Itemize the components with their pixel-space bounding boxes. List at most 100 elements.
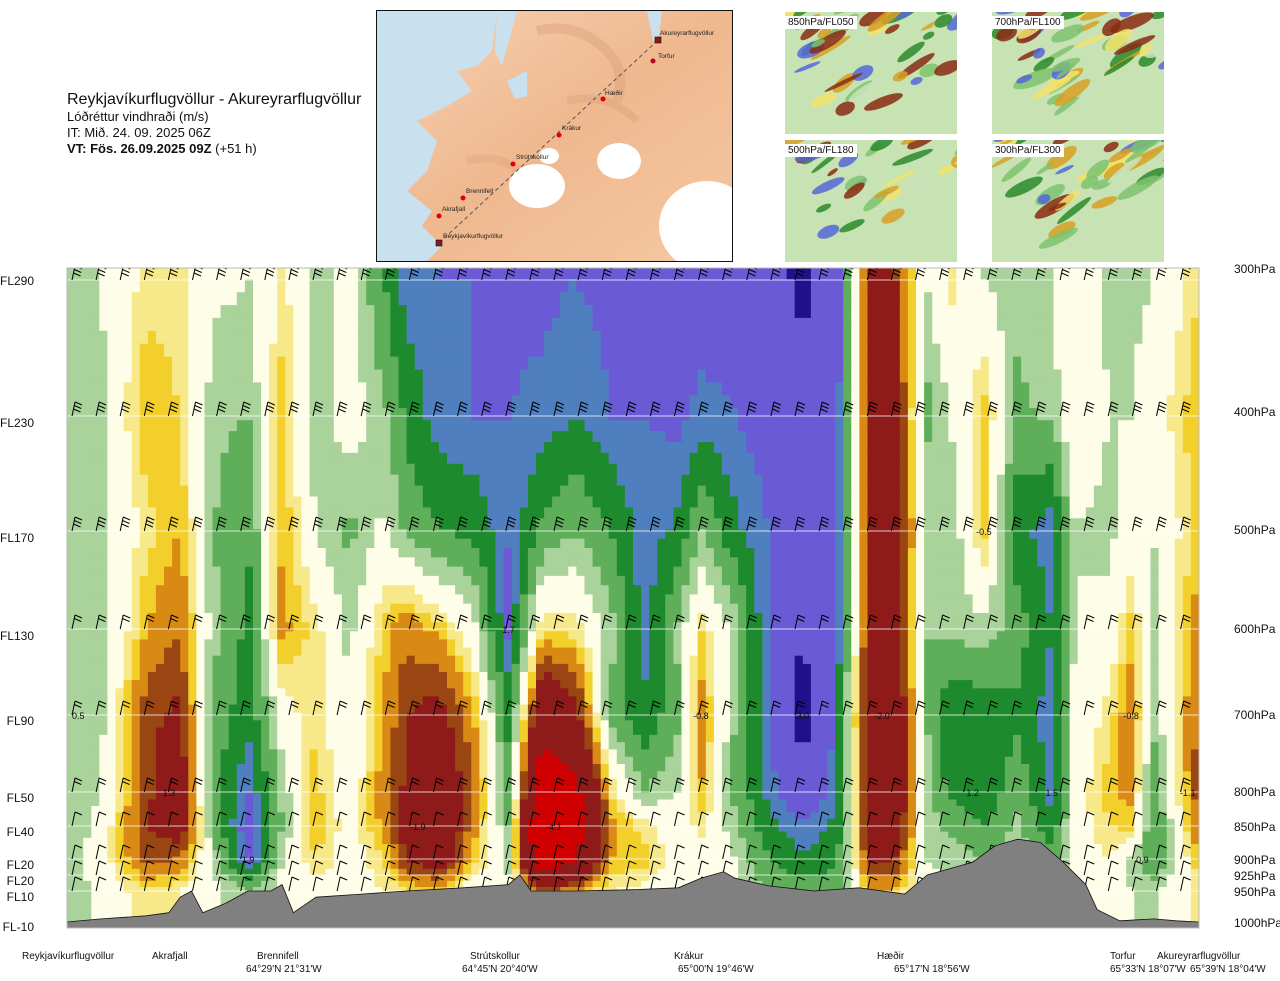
field-cell	[382, 485, 391, 498]
field-cell	[228, 887, 238, 894]
field-cell	[390, 343, 400, 358]
field-cell	[180, 566, 189, 577]
field-cell	[560, 793, 569, 801]
field-cell	[317, 369, 327, 383]
field-cell	[487, 575, 497, 586]
field-cell	[228, 356, 238, 371]
field-cell	[390, 756, 400, 765]
field-cell	[503, 408, 513, 421]
field-cell	[220, 442, 230, 454]
field-cell	[67, 408, 76, 421]
field-cell	[495, 485, 505, 498]
field-cell	[99, 268, 108, 280]
field-cell	[317, 880, 327, 888]
field-cell	[91, 727, 100, 736]
field-cell	[422, 420, 432, 432]
field-cell	[333, 463, 343, 476]
field-cell	[358, 749, 367, 758]
field-cell	[584, 317, 594, 332]
field-cell	[253, 868, 262, 876]
waypoint-marker-akrafjall	[436, 213, 442, 219]
field-cell	[592, 279, 602, 293]
field-cell	[293, 893, 303, 900]
field-cell	[164, 463, 173, 476]
field-cell	[196, 431, 206, 443]
field-cell	[180, 887, 189, 894]
field-cell	[220, 742, 230, 751]
field-cell	[139, 850, 149, 858]
field-cell	[430, 856, 440, 864]
field-cell	[519, 785, 529, 794]
field-cell	[366, 812, 375, 820]
field-cell	[487, 631, 497, 640]
field-cell	[309, 720, 319, 729]
field-cell	[317, 639, 327, 649]
field-cell	[358, 538, 367, 549]
field-cell	[99, 720, 108, 729]
field-cell	[75, 831, 84, 839]
field-cell	[253, 734, 262, 743]
field-cell	[107, 622, 117, 632]
field-cell	[333, 639, 343, 649]
field-cell	[131, 647, 141, 657]
field-cell	[366, 771, 375, 780]
field-cell	[495, 566, 505, 577]
field-cell	[495, 880, 505, 888]
field-cell	[519, 704, 529, 714]
field-cell	[406, 831, 416, 839]
field-cell	[366, 268, 375, 280]
field-cell	[83, 452, 92, 465]
field-cell	[374, 749, 383, 758]
thumbnail-850hpa[interactable]: 850hPa/FL050	[785, 12, 957, 134]
field-cell	[358, 837, 367, 845]
field-cell	[293, 742, 303, 751]
field-cell	[536, 771, 545, 780]
field-cell	[131, 844, 141, 851]
field-cell	[115, 874, 125, 882]
field-cell	[75, 268, 84, 280]
field-cell	[83, 538, 92, 549]
field-cell	[390, 548, 400, 558]
thumbnail-700hpa[interactable]: 700hPa/FL100	[992, 12, 1164, 134]
field-cell	[471, 496, 480, 508]
field-cell	[75, 279, 84, 293]
field-cell	[325, 548, 335, 558]
field-cell	[236, 688, 246, 697]
field-cell	[107, 825, 117, 833]
field-cell	[479, 799, 489, 807]
field-cell	[366, 557, 375, 568]
field-cell	[261, 279, 270, 293]
thumbnail-500hpa[interactable]: 500hPa/FL180	[785, 140, 957, 262]
field-cell	[366, 831, 375, 839]
field-cell	[358, 279, 367, 293]
field-cell	[188, 585, 197, 596]
field-cell	[406, 575, 416, 586]
field-cell	[155, 369, 165, 383]
field-cell	[139, 485, 149, 498]
field-cell	[75, 420, 84, 432]
field-cell	[139, 720, 149, 729]
field-cell	[511, 818, 521, 826]
field-cell	[471, 317, 480, 332]
field-cell	[269, 452, 278, 465]
field-cell	[455, 452, 464, 465]
field-cell	[131, 529, 141, 540]
field-cell	[374, 518, 383, 530]
field-cell	[285, 292, 294, 306]
field-cell	[220, 557, 230, 568]
field-cell	[107, 463, 117, 476]
field-cell	[406, 279, 416, 293]
field-cell	[382, 806, 391, 813]
field-cell	[382, 279, 391, 293]
field-cell	[212, 575, 222, 586]
field-cell	[147, 712, 157, 721]
field-cell	[212, 431, 222, 443]
field-cell	[83, 613, 92, 623]
field-cell	[172, 647, 181, 657]
field-cell	[511, 603, 521, 614]
field-cell	[366, 420, 375, 432]
thumbnail-300hpa[interactable]: 300hPa/FL300	[992, 140, 1164, 262]
field-cell	[309, 382, 319, 396]
field-cell	[196, 603, 206, 614]
field-cell	[91, 566, 100, 577]
